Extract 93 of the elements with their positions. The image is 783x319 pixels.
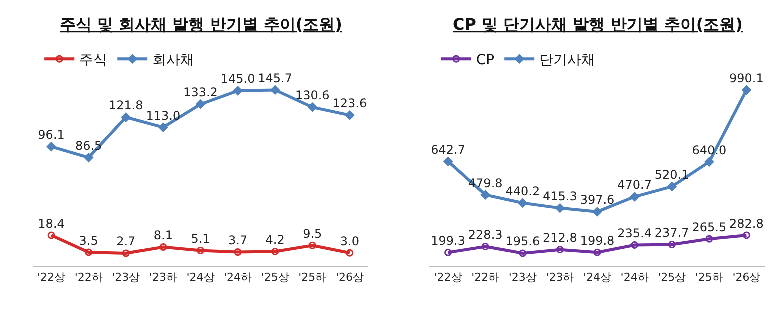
point bbox=[158, 122, 168, 132]
legend-label: CP bbox=[476, 52, 495, 69]
x-tick-label: '22하 bbox=[74, 270, 103, 284]
point bbox=[742, 86, 752, 95]
x-tick-label: '26상 bbox=[336, 270, 364, 284]
data-label: 228.3 bbox=[468, 228, 503, 242]
point bbox=[482, 242, 490, 250]
point bbox=[518, 198, 528, 208]
data-label: 145.0 bbox=[220, 72, 256, 86]
data-label: 415.3 bbox=[543, 190, 578, 204]
x-tick-label: '23상 bbox=[112, 270, 140, 284]
data-label: 18.4 bbox=[38, 216, 65, 231]
legend-label: 주식 bbox=[80, 52, 108, 69]
data-label: 145.7 bbox=[258, 71, 293, 86]
data-label: 990.1 bbox=[730, 71, 764, 86]
point bbox=[667, 182, 677, 192]
point bbox=[594, 248, 602, 256]
x-tick-label: '22하 bbox=[472, 270, 500, 284]
point bbox=[270, 86, 280, 95]
point bbox=[46, 142, 56, 152]
point bbox=[556, 204, 565, 213]
x-tick-label: '26상 bbox=[732, 270, 761, 284]
point bbox=[742, 232, 750, 240]
point bbox=[234, 248, 242, 256]
chart-title: 주식 및 회사채 발행 반기별 추이(조원) bbox=[60, 15, 342, 34]
data-label: 397.6 bbox=[580, 193, 615, 208]
point bbox=[480, 190, 490, 200]
point bbox=[706, 235, 714, 243]
data-label: 520.1 bbox=[654, 168, 690, 182]
data-label: 2.7 bbox=[116, 234, 136, 249]
data-label: 212.8 bbox=[543, 231, 578, 246]
point bbox=[84, 153, 94, 162]
data-label: 642.7 bbox=[431, 142, 466, 157]
point bbox=[346, 249, 354, 257]
point bbox=[630, 192, 640, 202]
data-label: 8.1 bbox=[154, 228, 173, 243]
data-label: 121.8 bbox=[108, 98, 144, 113]
x-tick-label: '22상 bbox=[434, 270, 462, 284]
point bbox=[122, 250, 130, 258]
x-tick-label: '25상 bbox=[658, 270, 686, 284]
point bbox=[122, 112, 131, 122]
data-label: 4.2 bbox=[266, 232, 285, 247]
point bbox=[704, 157, 714, 167]
x-tick-label: '25상 bbox=[261, 270, 290, 284]
point bbox=[345, 110, 355, 120]
legend-label: 회사채 bbox=[152, 52, 195, 69]
data-label: 133.2 bbox=[184, 86, 218, 100]
data-label: 470.7 bbox=[618, 178, 652, 192]
data-label: 282.8 bbox=[730, 216, 764, 231]
x-tick-label: '25하 bbox=[298, 270, 327, 284]
data-label: 199.8 bbox=[580, 234, 615, 248]
point bbox=[519, 250, 527, 258]
point bbox=[308, 102, 318, 112]
data-label: 265.5 bbox=[692, 220, 727, 234]
data-label: 5.1 bbox=[191, 232, 210, 246]
data-label: 113.0 bbox=[146, 108, 181, 123]
x-tick-label: '25하 bbox=[695, 270, 724, 284]
data-label: 96.1 bbox=[38, 128, 65, 142]
point bbox=[48, 232, 56, 240]
point bbox=[444, 248, 452, 256]
data-label: 3.7 bbox=[228, 234, 248, 248]
point bbox=[556, 246, 564, 254]
point bbox=[592, 207, 602, 217]
data-label: 9.5 bbox=[303, 226, 322, 241]
data-label: 3.5 bbox=[79, 234, 98, 248]
x-tick-label: '23하 bbox=[546, 270, 574, 284]
point bbox=[160, 244, 168, 252]
point bbox=[631, 242, 639, 250]
point bbox=[444, 156, 453, 166]
point bbox=[85, 248, 93, 256]
data-label: 199.3 bbox=[431, 234, 466, 248]
point bbox=[308, 242, 316, 250]
x-tick-label: '23상 bbox=[508, 270, 537, 284]
x-tick-label: '22상 bbox=[38, 270, 66, 284]
data-label: 130.6 bbox=[295, 88, 330, 103]
point bbox=[668, 241, 676, 249]
data-label: 123.6 bbox=[332, 96, 368, 111]
chart-title: CP 및 단기사채 발행 반기별 추이(조원) bbox=[453, 15, 743, 34]
x-tick-label: '24하 bbox=[224, 270, 252, 284]
data-label: 195.6 bbox=[506, 234, 540, 249]
x-tick-label: '23하 bbox=[149, 270, 178, 284]
data-label: 237.7 bbox=[654, 226, 690, 240]
x-tick-label: '24상 bbox=[583, 270, 612, 284]
point bbox=[233, 86, 243, 96]
data-label: 3.0 bbox=[340, 234, 360, 248]
point bbox=[272, 248, 280, 256]
data-label: 440.2 bbox=[506, 184, 540, 198]
x-tick-label: '24상 bbox=[186, 270, 215, 284]
legend-label: 단기사채 bbox=[540, 52, 596, 69]
point bbox=[196, 100, 206, 110]
data-label: 235.4 bbox=[618, 226, 652, 241]
x-tick-label: '24하 bbox=[620, 270, 649, 284]
point bbox=[197, 246, 204, 254]
